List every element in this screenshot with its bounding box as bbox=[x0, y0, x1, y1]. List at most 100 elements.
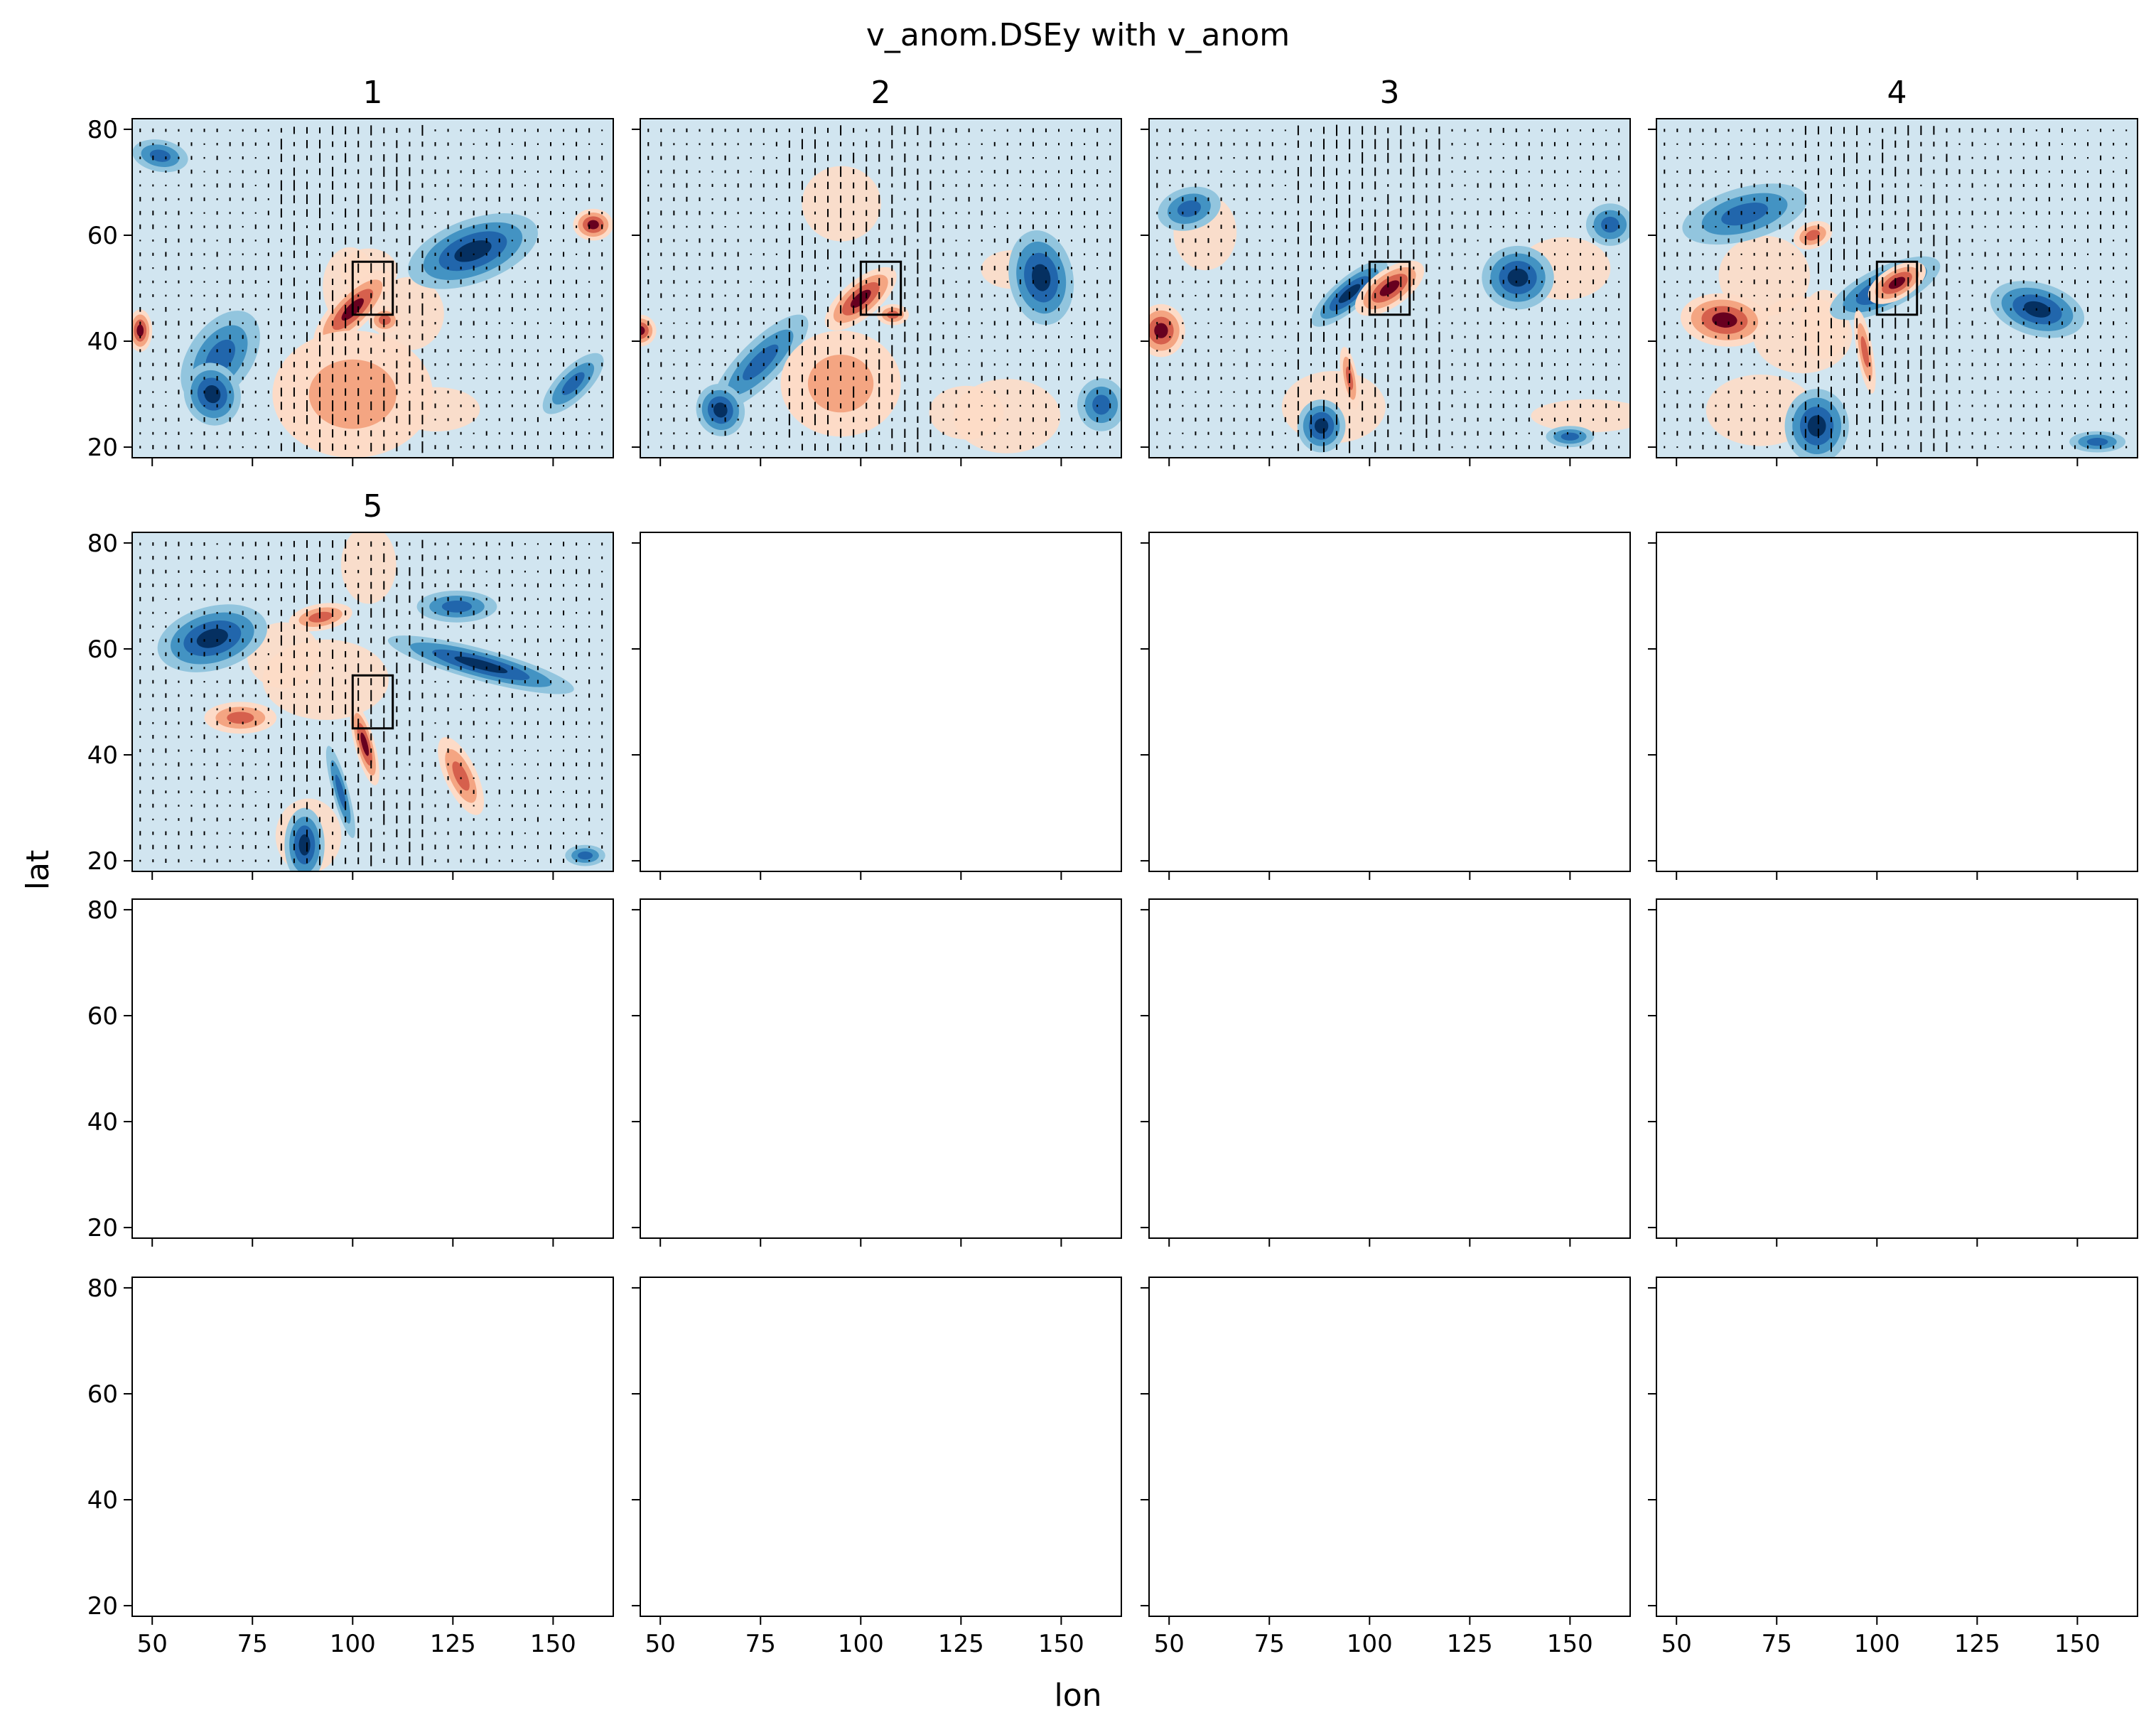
positive-anomaly-contour bbox=[640, 326, 645, 335]
subplot-frame bbox=[1148, 118, 1631, 458]
subplot-frame bbox=[640, 1277, 1122, 1617]
subplot-title: 1 bbox=[363, 75, 383, 111]
contour-field bbox=[640, 119, 1121, 458]
x-tick-label: 125 bbox=[938, 1630, 984, 1658]
subplot-15: 50 75 100 125 150 bbox=[1141, 1277, 1631, 1658]
negative-anomaly-contour bbox=[196, 628, 228, 648]
subplot-1: 1 20 40 60 80 bbox=[87, 75, 614, 466]
negative-anomaly-contour bbox=[561, 372, 585, 395]
subplot-8 bbox=[1648, 532, 2138, 880]
positive-anomaly-contour bbox=[587, 220, 599, 230]
weak-positive-area bbox=[340, 532, 397, 604]
negative-anomaly-contour bbox=[441, 600, 473, 613]
x-tick-label: 150 bbox=[2054, 1630, 2101, 1658]
quiver-arrows bbox=[647, 125, 1111, 453]
x-tick-label: 50 bbox=[1661, 1630, 1692, 1658]
negative-anomaly-contour bbox=[1601, 216, 1619, 233]
negative-anomaly-contour bbox=[454, 240, 492, 262]
subplot-3: 3 bbox=[1141, 75, 1631, 466]
subplot-title: 3 bbox=[1380, 75, 1400, 111]
x-tick-label: 150 bbox=[530, 1630, 576, 1658]
subplot-frame bbox=[1656, 1277, 2138, 1617]
subplot-frame bbox=[131, 532, 614, 872]
weak-positive-area bbox=[953, 379, 1061, 453]
y-tick-label: 20 bbox=[87, 1214, 118, 1242]
quiver-arrows bbox=[139, 539, 603, 866]
negative-anomaly-contour bbox=[2086, 438, 2108, 446]
positive-anomaly-contour bbox=[1860, 335, 1870, 367]
negative-anomaly-contour bbox=[335, 774, 347, 810]
y-tick-label: 40 bbox=[87, 741, 118, 770]
subplot-2: 2 bbox=[632, 75, 1122, 466]
negative-anomaly-contour bbox=[204, 385, 221, 404]
y-tick-label: 40 bbox=[87, 1486, 118, 1515]
y-tick-label: 60 bbox=[87, 1002, 118, 1031]
reference-box bbox=[351, 674, 394, 730]
x-tick-label: 150 bbox=[1547, 1630, 1593, 1658]
weak-positive-area bbox=[247, 622, 320, 689]
x-tick-label: 75 bbox=[745, 1630, 776, 1658]
y-tick-label: 60 bbox=[87, 1380, 118, 1409]
negative-anomaly-contour bbox=[1721, 203, 1769, 226]
reference-box bbox=[859, 260, 902, 316]
y-tick-label: 60 bbox=[87, 222, 118, 250]
subplot-5: 5 20 40 60 80 bbox=[87, 488, 614, 880]
negative-anomaly-contour bbox=[1807, 415, 1826, 437]
positive-anomaly-contour bbox=[452, 761, 470, 791]
y-tick-label: 80 bbox=[87, 530, 118, 558]
negative-anomaly-contour bbox=[1314, 418, 1329, 434]
contour-field bbox=[1149, 119, 1630, 458]
subplot-frame bbox=[131, 1277, 614, 1617]
subplot-frame bbox=[640, 118, 1122, 458]
subplot-frame bbox=[640, 532, 1122, 872]
subplot-frame bbox=[1148, 532, 1631, 872]
x-tick-label: 100 bbox=[838, 1630, 884, 1658]
y-tick-label: 80 bbox=[87, 116, 118, 144]
subplot-11 bbox=[1141, 898, 1631, 1247]
x-tick-label: 50 bbox=[137, 1630, 168, 1658]
x-tick-label: 75 bbox=[237, 1630, 268, 1658]
reference-box bbox=[351, 260, 394, 316]
x-tick-label: 125 bbox=[1447, 1630, 1493, 1658]
negative-anomaly-contour bbox=[1032, 264, 1051, 291]
positive-anomaly-contour bbox=[378, 315, 391, 326]
x-tick-label: 125 bbox=[1954, 1630, 2000, 1658]
y-tick-label: 20 bbox=[87, 847, 118, 876]
contour-field bbox=[1656, 119, 2138, 458]
positive-anomaly-contour bbox=[136, 324, 144, 337]
subplot-frame bbox=[1656, 532, 2138, 872]
positive-anomaly-contour bbox=[1805, 230, 1821, 241]
subplot-frame bbox=[131, 898, 614, 1239]
y-tick-label: 60 bbox=[87, 635, 118, 664]
y-axis-label: lat bbox=[20, 850, 56, 890]
negative-anomaly-contour bbox=[454, 656, 508, 674]
positive-anomaly-contour bbox=[360, 732, 370, 756]
y-tick-label: 20 bbox=[87, 1592, 118, 1621]
x-tick-label: 100 bbox=[1854, 1630, 1900, 1658]
subplot-frame bbox=[1148, 1277, 1631, 1617]
positive-anomaly-contour bbox=[1154, 323, 1168, 338]
subplot-12 bbox=[1648, 898, 2138, 1247]
positive-anomaly-contour bbox=[807, 355, 874, 413]
y-tick-label: 80 bbox=[87, 1274, 118, 1303]
y-tick-label: 40 bbox=[87, 1108, 118, 1137]
subplot-frame bbox=[1148, 898, 1631, 1239]
positive-anomaly-contour bbox=[308, 359, 397, 429]
figure-title: v_anom.DSEy with v_anom bbox=[866, 17, 1290, 53]
reference-box bbox=[1368, 260, 1411, 316]
subplot-4: 4 bbox=[1648, 75, 2138, 466]
subplot-title: 4 bbox=[1887, 75, 1907, 111]
negative-anomaly-contour bbox=[713, 402, 728, 418]
negative-anomaly-contour bbox=[2024, 301, 2051, 318]
quiver-arrows bbox=[139, 124, 603, 453]
x-tick-label: 100 bbox=[330, 1630, 376, 1658]
x-tick-label: 75 bbox=[1762, 1630, 1792, 1658]
subplot-frame bbox=[131, 118, 614, 458]
x-tick-label: 75 bbox=[1254, 1630, 1285, 1658]
positive-anomaly-contour bbox=[1379, 280, 1400, 296]
subplot-13: 20 40 60 80 50 75 100 125 150 bbox=[87, 1274, 614, 1658]
x-tick-label: 50 bbox=[1154, 1630, 1185, 1658]
subplot-9: 20 40 60 80 bbox=[87, 896, 614, 1247]
x-axis-label: lon bbox=[1054, 1677, 1101, 1714]
negative-anomaly-contour bbox=[298, 834, 311, 856]
